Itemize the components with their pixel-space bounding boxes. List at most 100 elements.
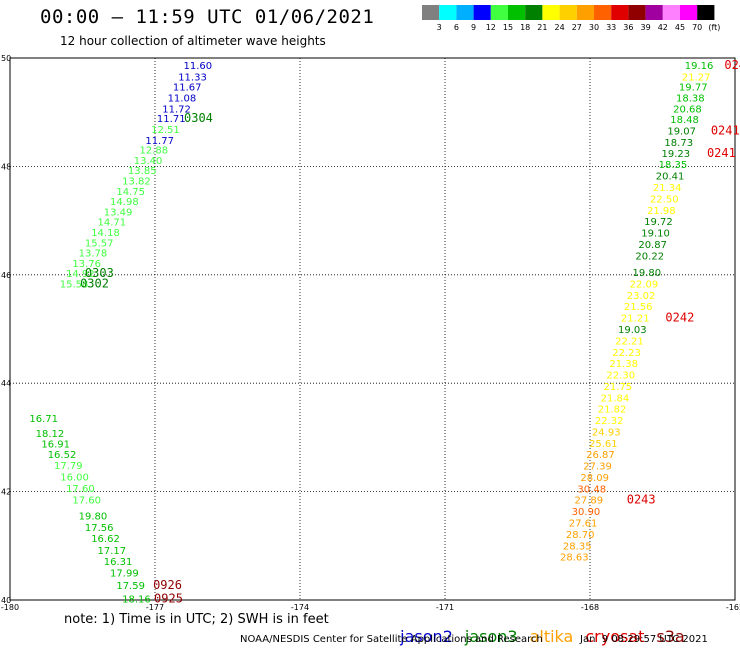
pass-time-label: 0926 [153, 578, 182, 592]
wave-height-label: 19.10 [641, 229, 670, 240]
wave-height-label: 30.90 [572, 507, 601, 518]
pass-time-label: 0241 [707, 146, 736, 160]
wave-height-label: 14.18 [91, 228, 120, 239]
colorbar-label: 12 [486, 23, 496, 32]
wave-height-label: 21.82 [598, 405, 627, 416]
colorbar-label: 30 [589, 23, 599, 32]
colorbar-label: 70 [692, 23, 702, 32]
wave-height-label: 15.57 [85, 238, 114, 249]
colorbar-swatch [628, 5, 646, 20]
pass-time-label: 0925 [154, 591, 183, 605]
pass-time-label: 0304 [184, 111, 213, 125]
page-title: 00:00 – 11:59 UTC 01/06/2021 [40, 6, 375, 28]
wave-height-label: 13.49 [104, 207, 133, 218]
colorbar-label: 21 [537, 23, 547, 32]
page-subtitle: 12 hour collection of altimeter wave hei… [60, 34, 326, 48]
wave-height-label: 14.75 [116, 187, 145, 198]
wave-height-label: 19.03 [618, 325, 647, 336]
wave-height-label: 21.38 [609, 359, 638, 370]
colorbar-label: 42 [658, 23, 668, 32]
wave-height-label: 24.93 [592, 427, 621, 438]
wave-height-label: 16.71 [29, 414, 58, 425]
wave-height-label: 22.09 [630, 279, 659, 290]
wave-height-label: 17.56 [85, 523, 114, 534]
wave-height-label: 18.12 [36, 429, 65, 440]
wave-height-label: 17.79 [54, 461, 83, 472]
wave-height-label: 19.80 [633, 268, 662, 279]
wave-height-label: 16.91 [41, 439, 70, 450]
wave-height-label: 13.85 [128, 166, 157, 177]
wave-height-label: 12.51 [151, 125, 180, 136]
wave-height-label: 19.23 [662, 149, 691, 160]
wave-height-label: 17.60 [66, 484, 95, 495]
wave-height-label: 21.98 [647, 206, 676, 217]
wave-height-label: 27.89 [575, 496, 604, 507]
wave-height-label: 17.17 [97, 546, 126, 557]
colorbar-label: 27 [572, 23, 582, 32]
legend-cryosat: cryosat [585, 627, 645, 646]
wave-height-label: 13.76 [72, 259, 101, 270]
satellite-legend: jason2 jason3 altika cryosat s3a [390, 608, 697, 646]
wave-height-label: 16.31 [104, 557, 133, 568]
colorbar-label: 18 [520, 23, 530, 32]
colorbar-swatch [576, 5, 594, 20]
colorbar-label: 45 [675, 23, 685, 32]
colorbar-swatch [473, 5, 491, 20]
wave-height-label: 28.63 [560, 553, 589, 564]
wave-height-label: 20.87 [638, 240, 667, 251]
wave-height-label: 11.71 [157, 114, 186, 125]
wave-height-label: 13.82 [122, 176, 151, 187]
colorbar-label: 9 [471, 23, 476, 32]
y-tick-label: 42 [1, 488, 11, 497]
colorbar-label: (ft) [708, 23, 720, 32]
wave-height-label: 23.02 [627, 291, 656, 302]
wave-height-label: 11.33 [178, 72, 207, 83]
wave-height-label: 13.78 [79, 249, 108, 260]
wave-height-label: 20.22 [635, 251, 664, 262]
colorbar-swatch [559, 5, 577, 20]
colorbar-label: 6 [454, 23, 459, 32]
x-tick-label: -177 [146, 603, 164, 612]
wave-height-label: 13.40 [134, 156, 163, 167]
wave-height-label: 28.70 [566, 530, 595, 541]
wave-height-label: 30.48 [577, 484, 606, 495]
wave-height-label: 22.23 [612, 348, 641, 359]
pass-time-label: 0243 [627, 493, 656, 507]
wave-height-label: 11.67 [173, 83, 202, 94]
wave-height-label: 11.08 [168, 94, 197, 105]
wave-height-label: 19.07 [667, 127, 696, 138]
colorbar-label: 33 [606, 23, 616, 32]
pass-time-label: 0242 [665, 311, 694, 325]
colorbar-label: 24 [555, 23, 565, 32]
wave-height-label: 28.09 [580, 473, 609, 484]
wave-height-label: 16.52 [48, 450, 77, 461]
wave-height-label: 22.30 [606, 371, 635, 382]
x-tick-label: -174 [291, 603, 309, 612]
wave-height-label: 19.72 [644, 217, 673, 228]
wave-height-label: 16.62 [91, 534, 120, 545]
y-tick-label: 46 [1, 271, 11, 280]
colorbar-label: 15 [503, 23, 513, 32]
x-tick-label: -168 [581, 603, 599, 612]
wave-height-label: 28.35 [563, 541, 592, 552]
wave-height-label: 25.61 [589, 439, 618, 450]
wave-height-label: 11.72 [162, 104, 191, 115]
wave-height-label: 17.99 [110, 568, 139, 579]
wave-height-label: 21.75 [604, 382, 633, 393]
wave-height-label: 19.16 [685, 61, 714, 72]
wave-height-label: 12.88 [140, 146, 169, 157]
y-tick-label: 40 [1, 596, 11, 605]
wave-height-label: 15.58 [60, 279, 89, 290]
colorbar-swatch [456, 5, 474, 20]
plot-frame [9, 57, 736, 601]
legend-jason3: jason3 [464, 627, 518, 646]
legend-jason2: jason2 [400, 627, 453, 646]
wave-height-label: 21.34 [653, 183, 682, 194]
wave-height-label: 18.35 [659, 160, 688, 171]
wave-height-label: 16.00 [60, 472, 89, 483]
colorbar-swatch [680, 5, 698, 20]
colorbar-swatch [422, 5, 440, 20]
colorbar-swatch [697, 5, 715, 20]
wave-height-label: 22.32 [595, 416, 624, 427]
